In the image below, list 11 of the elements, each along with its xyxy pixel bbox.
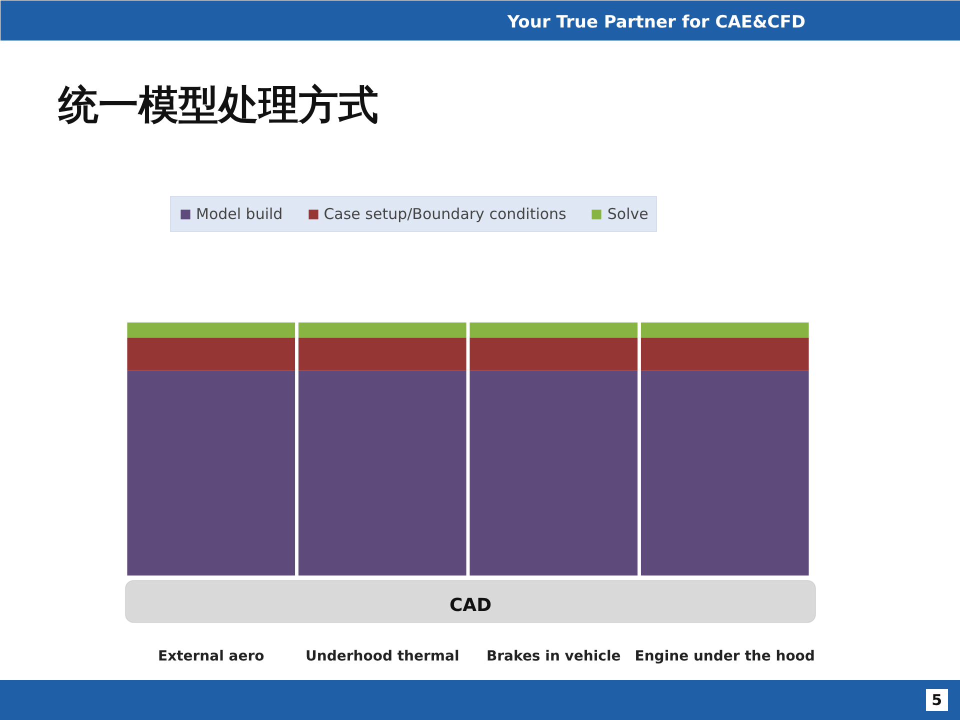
x-tick-label: Brakes in vehicle — [486, 648, 621, 664]
text: Your True Partner for CAE&CFD — [506, 12, 806, 32]
text: 5 — [926, 689, 948, 711]
legend-label: Solve — [607, 205, 648, 223]
text: CAD — [449, 595, 492, 616]
chart-title: 统一模型处理方式 — [58, 82, 378, 128]
legend-label: Case setup/Boundary conditions — [324, 205, 566, 223]
x-tick-label: Underhood thermal — [306, 648, 460, 664]
x-tick-label: Engine under the hood — [634, 648, 815, 664]
legend-label: Model build — [196, 205, 283, 223]
x-tick-label: External aero — [158, 648, 265, 664]
